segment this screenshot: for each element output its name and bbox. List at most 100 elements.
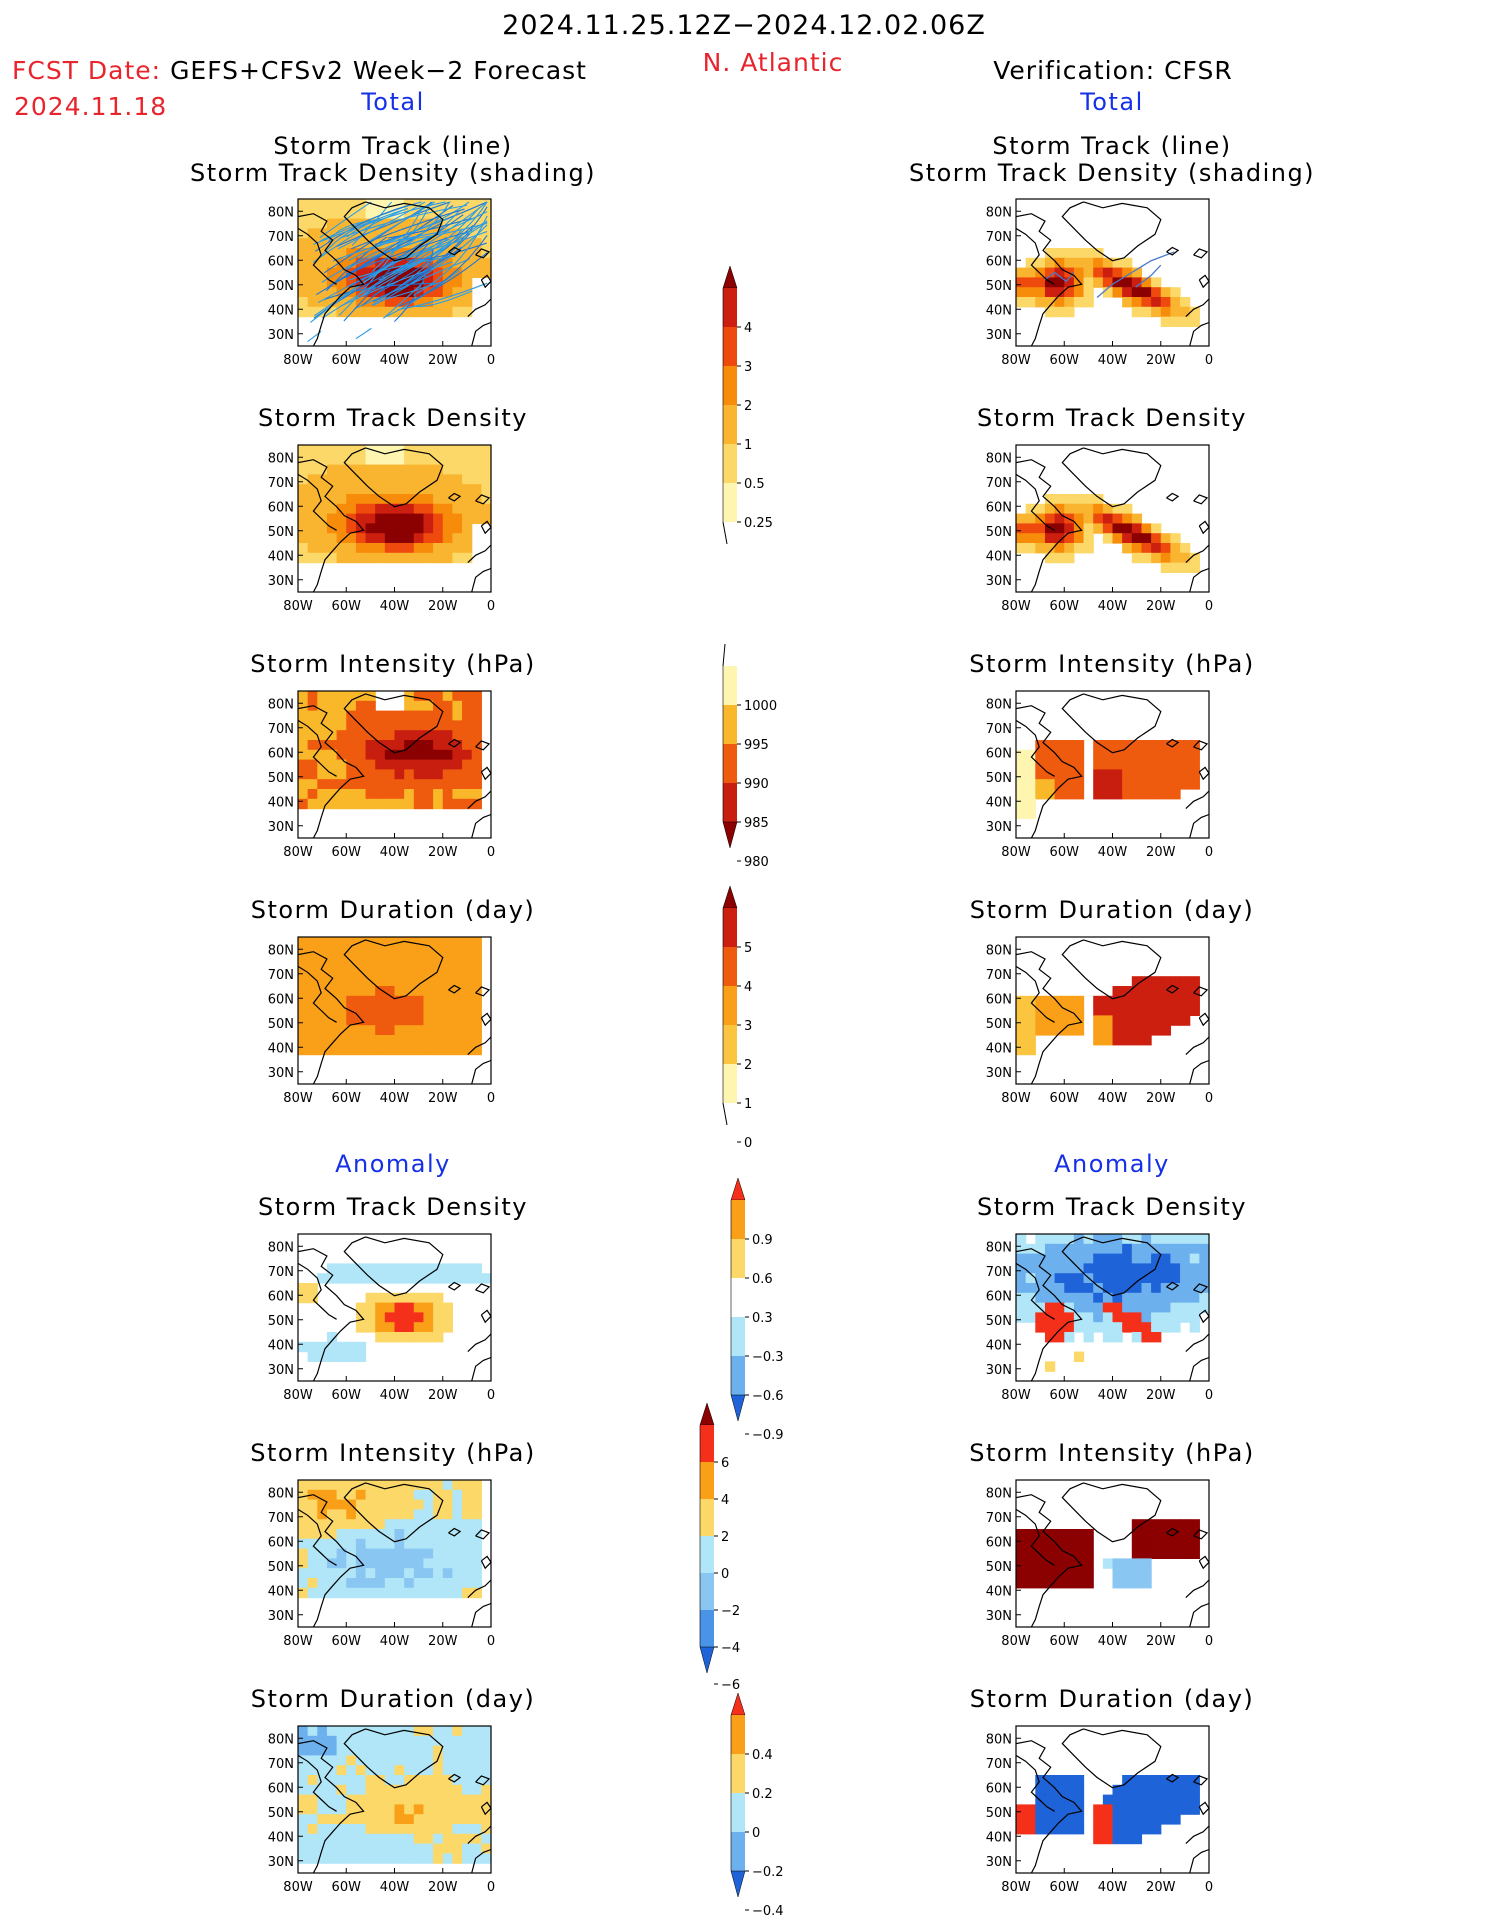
grid-cell [336, 1735, 347, 1747]
lon-label: 40W [1098, 599, 1128, 614]
grid-cell [384, 1538, 396, 1550]
grid-cell [1189, 759, 1200, 770]
grid-cell [462, 484, 473, 495]
colorbar-band [723, 783, 737, 822]
grid-cell [336, 1784, 347, 1796]
grid-cell [1044, 1263, 1056, 1274]
coastline [297, 227, 337, 285]
grid-cell [365, 779, 376, 790]
coastline [475, 740, 491, 751]
grid-cell [462, 937, 473, 948]
grid-cell [1122, 257, 1133, 269]
lon-label: 40W [380, 1091, 410, 1106]
grid-cell [423, 464, 434, 475]
grid-cell [1073, 277, 1085, 288]
grid-cell [413, 691, 425, 702]
grid-cell [346, 503, 357, 515]
grid-cell [384, 484, 396, 495]
grid-cell [1073, 1548, 1085, 1559]
grid-cell [375, 779, 386, 790]
grid-cell [1044, 1361, 1056, 1372]
coastline [1193, 248, 1209, 259]
grid-cell [1016, 1548, 1027, 1559]
grid-cell [365, 199, 376, 210]
grid-cell [317, 740, 328, 751]
grid-cell [1170, 1005, 1181, 1016]
grid-cell [394, 749, 405, 761]
grid-cell [1102, 1292, 1114, 1304]
colorbar-band [700, 1425, 714, 1462]
grid-cell [1151, 306, 1162, 318]
grid-cell [471, 484, 482, 495]
colorbar-band [700, 1610, 714, 1647]
grid-cell [365, 1735, 376, 1747]
grid-cell [394, 1499, 405, 1510]
grid-cell [452, 543, 463, 554]
grid-cell [298, 503, 309, 515]
grid-cell [307, 740, 318, 751]
grid-cell [298, 740, 309, 751]
grid-cell [1025, 503, 1036, 515]
grid-cell [317, 1824, 328, 1835]
grid-cell [1064, 1234, 1075, 1245]
grid-cell [1112, 1578, 1123, 1589]
grid-cell [452, 730, 463, 741]
grid-cell [1093, 740, 1104, 751]
grid-cell [404, 740, 415, 751]
grid-cell [462, 277, 473, 288]
coastline [343, 939, 444, 1000]
grid-cell [1093, 1015, 1104, 1026]
grid-cell [1102, 1794, 1114, 1805]
grid-cell [1151, 779, 1162, 790]
grid-cell [423, 1015, 434, 1026]
grid-cell [1073, 779, 1085, 790]
grid-cell [1151, 1312, 1162, 1323]
grid-cell [1025, 1273, 1036, 1284]
grid-cell [1044, 1292, 1056, 1304]
grid-cell [1112, 1253, 1123, 1264]
grid-cell [384, 1312, 396, 1323]
grid-cell [394, 533, 405, 544]
grid-cell [1170, 316, 1181, 327]
grid-cell [365, 1529, 376, 1540]
grid-cell [1016, 513, 1027, 524]
grid-cell [355, 1775, 367, 1786]
grid-cell [1054, 1283, 1065, 1294]
grid-cell [1016, 1044, 1027, 1056]
grid-cell [394, 1538, 405, 1550]
grid-cell [1151, 1243, 1162, 1255]
grid-cell [452, 1755, 463, 1766]
colorbar-arrow [722, 521, 728, 545]
grid-cell [413, 1302, 425, 1313]
grid-cell [307, 995, 318, 1007]
grid-cell [1112, 1312, 1123, 1323]
grid-cell [394, 1332, 405, 1343]
lat-label: 60N [268, 1535, 294, 1550]
grid-cell [355, 1538, 367, 1550]
grid-cell [404, 1578, 415, 1589]
grid-cell [375, 1804, 386, 1815]
grid-cell [1160, 1292, 1171, 1304]
colorbar-arrow [699, 1646, 715, 1674]
grid-cell [1044, 1234, 1056, 1245]
grid-cell [433, 956, 444, 967]
grid-cell [1131, 1519, 1143, 1530]
grid-cell [1073, 1253, 1085, 1264]
grid-cell [1189, 562, 1200, 573]
grid-cell [442, 474, 453, 485]
grid-cell [307, 1529, 318, 1540]
coastline [1015, 1754, 1055, 1812]
grid-cell [336, 1726, 347, 1737]
grid-cell [413, 494, 425, 505]
grid-cell [481, 1735, 492, 1747]
grid-cell [355, 1548, 367, 1559]
grid-cell [298, 1765, 309, 1776]
grid-cell [394, 1509, 405, 1520]
grid-cell [442, 1499, 453, 1510]
grid-cell [1054, 1234, 1065, 1245]
grid-cell [346, 494, 357, 505]
coastline [1015, 227, 1055, 285]
